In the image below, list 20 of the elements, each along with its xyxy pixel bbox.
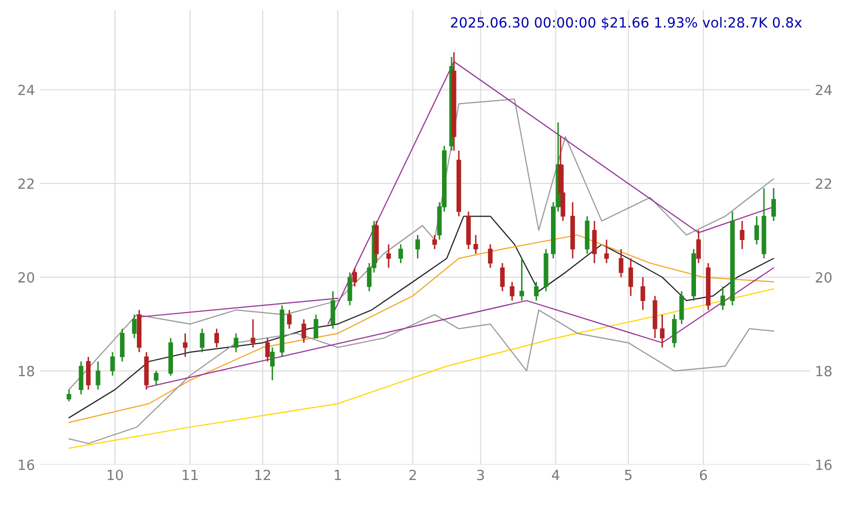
y2-tick-label: 18 <box>816 366 832 376</box>
x-tick-label: 6 <box>700 470 707 480</box>
y-tick-label: 24 <box>18 84 34 96</box>
x-tick-label: 4 <box>552 470 560 480</box>
x-tick-label: 11 <box>182 470 198 480</box>
chart-title: 2025.06.30 00:00:00 $21.66 1.93% vol:28.7K 0.8x <box>450 16 802 30</box>
y2-tick-label: 22 <box>816 178 832 189</box>
y-tick-label: 16 <box>18 460 34 470</box>
y2-tick-label: 24 <box>816 84 832 96</box>
y-tick-label: 20 <box>18 272 34 283</box>
y-tick-label: 22 <box>18 178 34 189</box>
y-tick-label: 18 <box>18 366 34 376</box>
x-tick-label: 1 <box>334 470 341 480</box>
x-tick-label: 5 <box>624 470 632 480</box>
x-tick-label: 10 <box>108 470 123 480</box>
y2-tick-label: 16 <box>816 460 832 470</box>
x-tick-label: 3 <box>477 470 484 480</box>
x-tick-label: 2 <box>409 470 416 480</box>
y2-tick-label: 20 <box>816 272 832 283</box>
x-tick-label: 12 <box>255 470 270 480</box>
